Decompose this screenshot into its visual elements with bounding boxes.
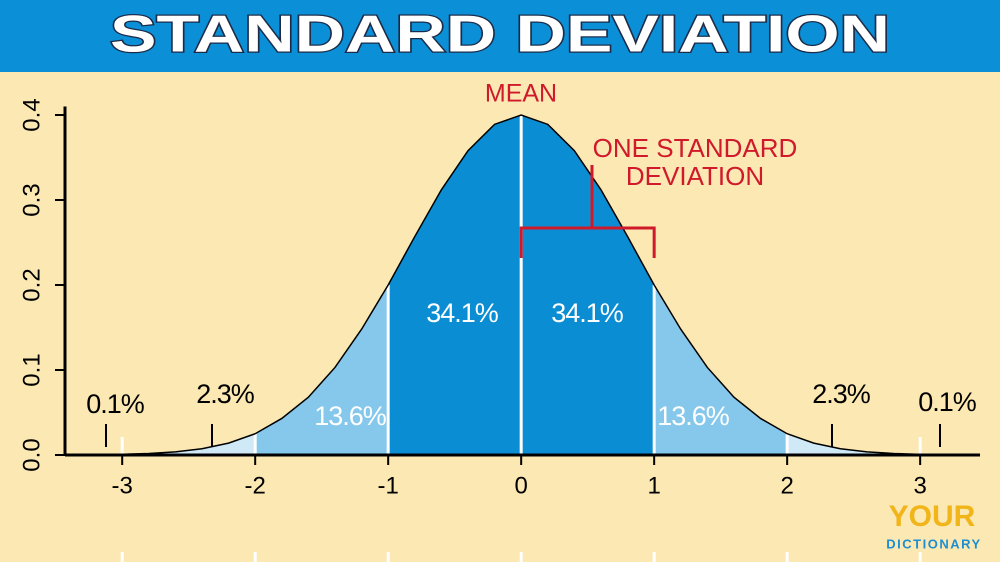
header-band [0,0,1000,72]
band-label: 0.1% [86,389,145,419]
x-tick-label: 1 [647,472,660,499]
x-tick-label: 2 [780,472,793,499]
band-label: 13.6% [314,401,387,431]
y-tick-label: 0.4 [18,98,45,131]
y-tick-label: 0.1 [18,353,45,386]
band-label: 0.1% [918,387,977,417]
sd-label: DEVIATION [626,161,764,191]
x-tick-label: -1 [378,472,399,499]
sd-label: ONE STANDARD [593,133,798,163]
chart-title: STANDARD DEVIATION [110,6,890,64]
y-tick-label: 0.0 [18,438,45,471]
x-tick-label: 3 [913,472,926,499]
y-tick-label: 0.2 [18,268,45,301]
band-label: 2.3% [812,379,871,409]
band-label: 34.1% [551,298,624,328]
band-fill [255,285,389,455]
x-tick-label: -2 [245,472,266,499]
x-tick-label: 0 [514,472,527,499]
density-curve [68,114,974,456]
band-fill [122,433,256,455]
band-label: 34.1% [426,298,499,328]
band-fill [787,433,921,455]
sd-bracket [519,165,656,258]
band-fill [388,115,522,455]
plot-area: 0.0 0.1 0.2 0.3 0.4 -3 -2 -1 0 1 2 3 0.1% 2.3% 13.6% 34… [18,80,981,562]
mean-label: MEAN [485,80,557,108]
band-fill [654,285,788,455]
logo-your: YOUR [889,500,976,533]
band-fill [521,115,655,455]
y-tick-label: 0.3 [18,183,45,216]
logo-dictionary: DICTIONARY [886,536,981,551]
x-tick-label: -3 [112,472,133,499]
band-label: 13.6% [657,401,730,431]
band-label: 2.3% [196,379,255,409]
